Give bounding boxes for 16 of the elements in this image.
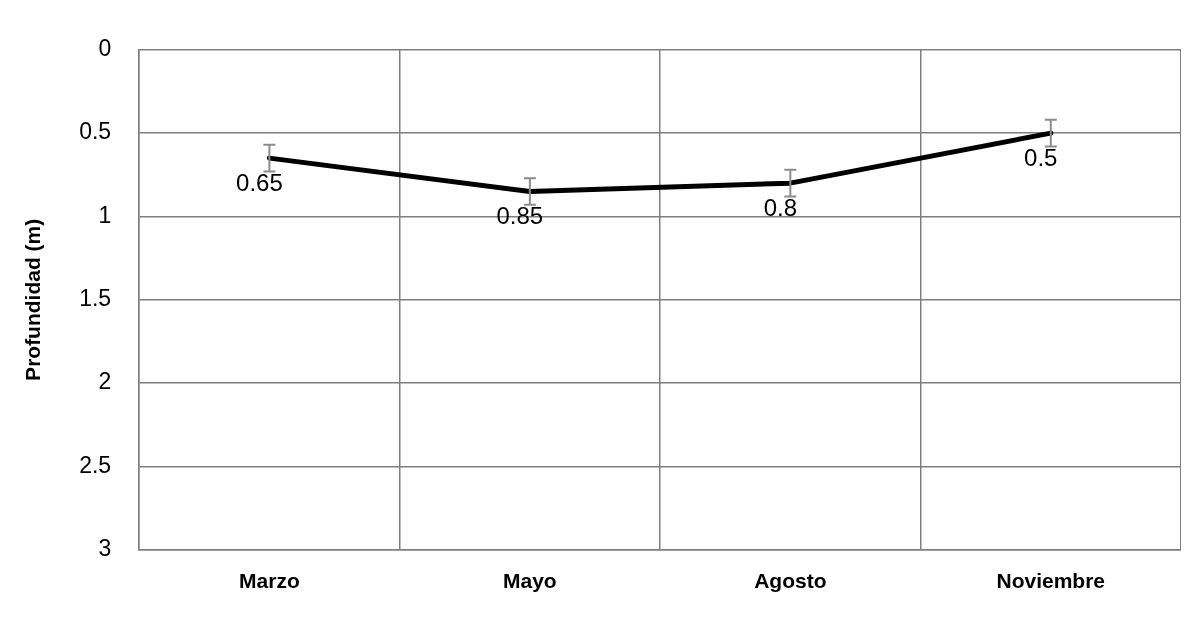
data-label: 0.85	[496, 202, 544, 230]
x-tick-label: Mayo	[503, 569, 557, 593]
data-label: 0.8	[763, 193, 797, 221]
y-tick-label: 0.5	[79, 118, 112, 145]
x-tick-label: Marzo	[239, 569, 300, 593]
y-tick-label: 0	[98, 35, 112, 62]
data-label: 0.65	[236, 168, 283, 196]
x-tick-label: Agosto	[754, 569, 827, 593]
y-tick-label: 1	[98, 201, 112, 228]
x-tick-label: Noviembre	[996, 569, 1106, 593]
data-label: 0.5	[1024, 143, 1058, 171]
y-tick-label: 2	[98, 368, 112, 395]
y-axis-title: Profundidad (m)	[21, 218, 45, 381]
y-tick-label: 1.5	[79, 285, 112, 312]
y-tick-label: 3	[98, 535, 112, 562]
y-tick-label: 2.5	[79, 451, 112, 478]
